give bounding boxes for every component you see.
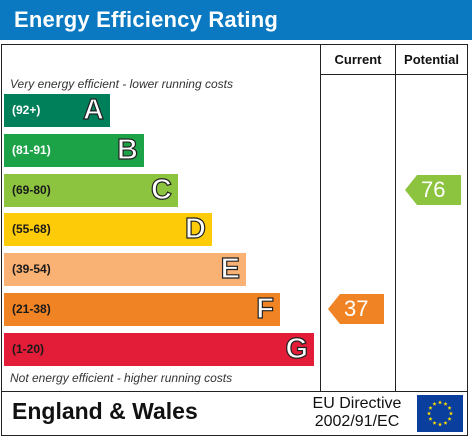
potential-column-divider	[395, 44, 396, 392]
eu-star	[443, 420, 448, 425]
band-letter: G	[285, 332, 309, 365]
eu-star	[448, 411, 454, 416]
band-letter: C	[150, 173, 172, 206]
current-rating-arrow: 37	[328, 294, 384, 324]
eu-star	[447, 405, 452, 410]
column-header-divider	[320, 74, 468, 75]
band-e: (39-54) E	[4, 253, 246, 287]
eu-star	[443, 401, 448, 406]
eu-star	[428, 416, 433, 421]
top-note: Very energy efficient - lower running co…	[10, 77, 233, 91]
band-letter: A	[82, 93, 104, 126]
band-g: (1-20) G	[4, 332, 314, 366]
band-a: (92+) A	[4, 93, 110, 127]
eu-star	[437, 400, 443, 405]
band-letter: F	[256, 292, 275, 325]
eu-flag-icon	[417, 395, 463, 432]
band-letter: B	[116, 133, 138, 166]
band-range-label: (69-80)	[12, 182, 51, 197]
band-f: (21-38) F	[4, 292, 280, 326]
band-range-label: (92+)	[12, 103, 41, 117]
current-rating-value: 37	[344, 296, 369, 321]
current-column-divider	[320, 44, 321, 392]
chart-title: Energy Efficiency Rating	[14, 7, 278, 32]
title-bar: Energy Efficiency Rating	[0, 0, 472, 40]
directive-line-1: EU Directive	[312, 395, 402, 412]
band-letter: E	[220, 253, 241, 286]
eu-star	[447, 416, 452, 421]
band-range-label: (39-54)	[12, 262, 51, 277]
chart-frame	[1, 44, 468, 436]
eu-star	[428, 405, 433, 410]
eu-star	[437, 422, 443, 427]
potential-rating-arrow: 76	[405, 174, 461, 205]
band-b: (81-91) B	[4, 133, 144, 167]
eu-star	[426, 411, 432, 416]
band-range-label: (1-20)	[12, 341, 45, 356]
country-label: England & Wales	[12, 398, 198, 424]
current-column-header: Current	[334, 52, 382, 67]
current-arrow-shape	[328, 294, 384, 324]
eu-star	[432, 420, 437, 425]
band-range-label: (81-91)	[12, 142, 51, 157]
potential-rating-value: 76	[421, 176, 446, 202]
band-letter: D	[184, 213, 206, 246]
potential-arrow-shape	[405, 174, 461, 205]
eu-star	[432, 401, 437, 406]
eu-directive: EU Directive 2002/91/EC	[307, 395, 407, 431]
band-range-label: (21-38)	[12, 302, 51, 316]
bottom-note: Not energy efficient - higher running co…	[10, 371, 233, 385]
band-c: (69-80) C	[4, 173, 178, 207]
footer-divider	[1, 391, 468, 392]
potential-column-header: Potential	[404, 52, 459, 67]
band-d: (55-68) D	[4, 213, 212, 247]
directive-line-2: 2002/91/EC	[314, 413, 400, 430]
band-range-label: (55-68)	[12, 222, 51, 237]
